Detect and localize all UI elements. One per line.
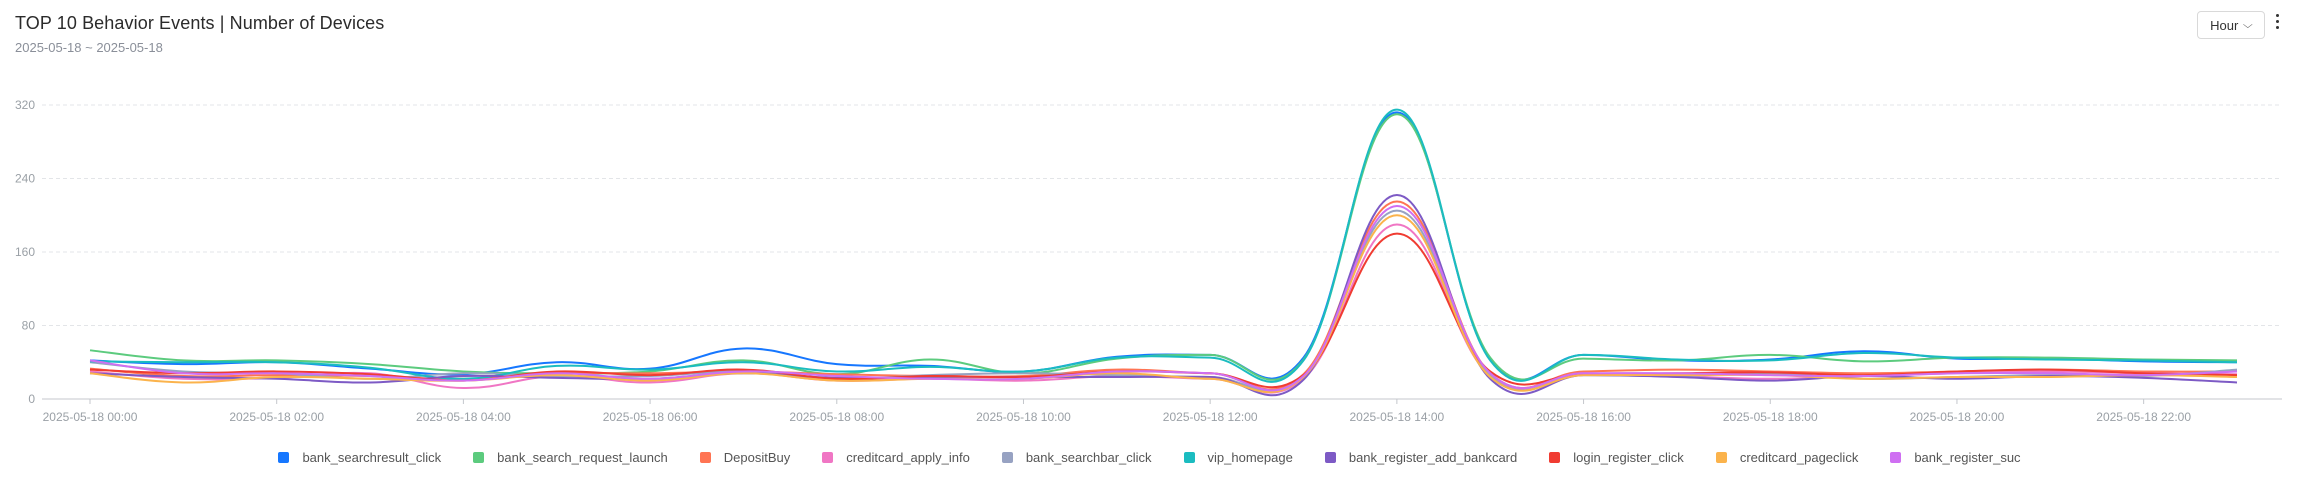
legend-swatch xyxy=(822,451,834,463)
legend-item[interactable]: DepositBuy xyxy=(699,449,791,465)
legend-swatch xyxy=(278,451,290,463)
x-tick-label: 2025-05-18 18:00 xyxy=(1723,410,1818,424)
chart-title: TOP 10 Behavior Events | Number of Devic… xyxy=(15,13,385,33)
series-line-login-register-click[interactable] xyxy=(89,232,2238,389)
series-line-vip-homepage[interactable] xyxy=(89,108,2238,383)
legend-item[interactable]: creditcard_apply_info xyxy=(822,450,970,465)
y-tick-label: 0 xyxy=(28,392,35,406)
series-line-creditcard-pageclick[interactable] xyxy=(89,214,2238,394)
legend-swatch xyxy=(1549,451,1561,463)
legend: bank_searchresult_click bank_search_reque… xyxy=(0,445,2299,469)
grid-lines xyxy=(42,104,2282,400)
legend-item[interactable]: login_register_click xyxy=(1549,450,1684,465)
legend-label: bank_searchresult_click xyxy=(302,449,442,465)
legend-label: login_register_click xyxy=(1573,449,1684,465)
legend-item[interactable]: bank_register_suc xyxy=(1890,449,2021,465)
legend-item[interactable]: bank_searchbar_click xyxy=(1001,449,1152,465)
series-line-bank-search-request-launch[interactable] xyxy=(89,113,2238,381)
y-tick-label: 80 xyxy=(22,319,36,333)
x-tick-label: 2025-05-18 08:00 xyxy=(789,410,884,424)
legend-swatch xyxy=(1324,451,1336,463)
legend-label: vip_homepage xyxy=(1207,449,1293,465)
legend-item[interactable]: vip_homepage xyxy=(1183,449,1293,465)
legend-label: bank_search_request_launch xyxy=(497,449,668,465)
legend-item[interactable]: bank_register_add_bankcard xyxy=(1324,449,1518,465)
x-tick-label: 2025-05-18 00:00 xyxy=(43,410,138,424)
y-tick-label: 320 xyxy=(15,98,35,112)
legend-label: bank_register_add_bankcard xyxy=(1348,449,1518,465)
legend-swatch xyxy=(1715,451,1727,463)
y-tick-label: 240 xyxy=(15,172,35,186)
more-options-icon[interactable] xyxy=(2272,14,2282,36)
granularity-select[interactable]: Hour ⌵ xyxy=(2197,11,2265,39)
x-tick-label: 2025-05-18 20:00 xyxy=(1910,410,2005,424)
x-tick-label: 2025-05-18 12:00 xyxy=(1163,410,1258,424)
series-line-bank-searchbar-click[interactable] xyxy=(89,209,2238,393)
series-line-bank-register-suc[interactable] xyxy=(89,205,2238,392)
legend-label: creditcard_apply_info xyxy=(846,449,970,465)
legend-item[interactable]: creditcard_pageclick xyxy=(1715,449,1859,465)
y-axis: 0 80 160 240 320 xyxy=(15,98,35,406)
x-tick-label: 2025-05-18 06:00 xyxy=(603,410,698,424)
series-line-depositbuy[interactable] xyxy=(89,200,2238,391)
x-tick-label: 2025-05-18 16:00 xyxy=(1536,410,1631,424)
legend-swatch xyxy=(699,451,711,463)
legend-label: bank_searchbar_click xyxy=(1025,449,1152,465)
legend-swatch xyxy=(1183,451,1195,463)
x-tick-label: 2025-05-18 22:00 xyxy=(2096,410,2191,424)
legend-label: creditcard_pageclick xyxy=(1739,449,1859,465)
legend-swatch xyxy=(1001,451,1013,463)
legend-item[interactable]: bank_search_request_launch xyxy=(473,450,668,465)
series-lines xyxy=(89,108,2238,397)
series-line-bank-searchresult-click[interactable] xyxy=(89,111,2238,381)
legend-label: DepositBuy xyxy=(723,449,791,465)
x-tick-label: 2025-05-18 14:00 xyxy=(1349,410,1444,424)
legend-item[interactable]: bank_searchresult_click xyxy=(278,450,441,465)
date-range: 2025-05-18 ~ 2025-05-18 xyxy=(15,40,163,55)
legend-label: bank_register_suc xyxy=(1914,449,2021,465)
x-tick-label: 2025-05-18 10:00 xyxy=(976,410,1071,424)
x-tick-label: 2025-05-18 04:00 xyxy=(416,410,511,424)
x-axis: 2025-05-18 00:00 2025-05-18 02:00 2025-05-… xyxy=(43,399,2191,424)
x-tick-label: 2025-05-18 02:00 xyxy=(229,410,324,424)
legend-swatch xyxy=(473,451,485,463)
granularity-label: Hour xyxy=(2210,17,2239,33)
y-tick-label: 160 xyxy=(15,245,35,259)
series-line-bank-register-add-bankcard[interactable] xyxy=(89,194,2238,397)
legend-swatch xyxy=(1890,451,1902,463)
chevron-down-icon: ⌵ xyxy=(2243,19,2254,31)
